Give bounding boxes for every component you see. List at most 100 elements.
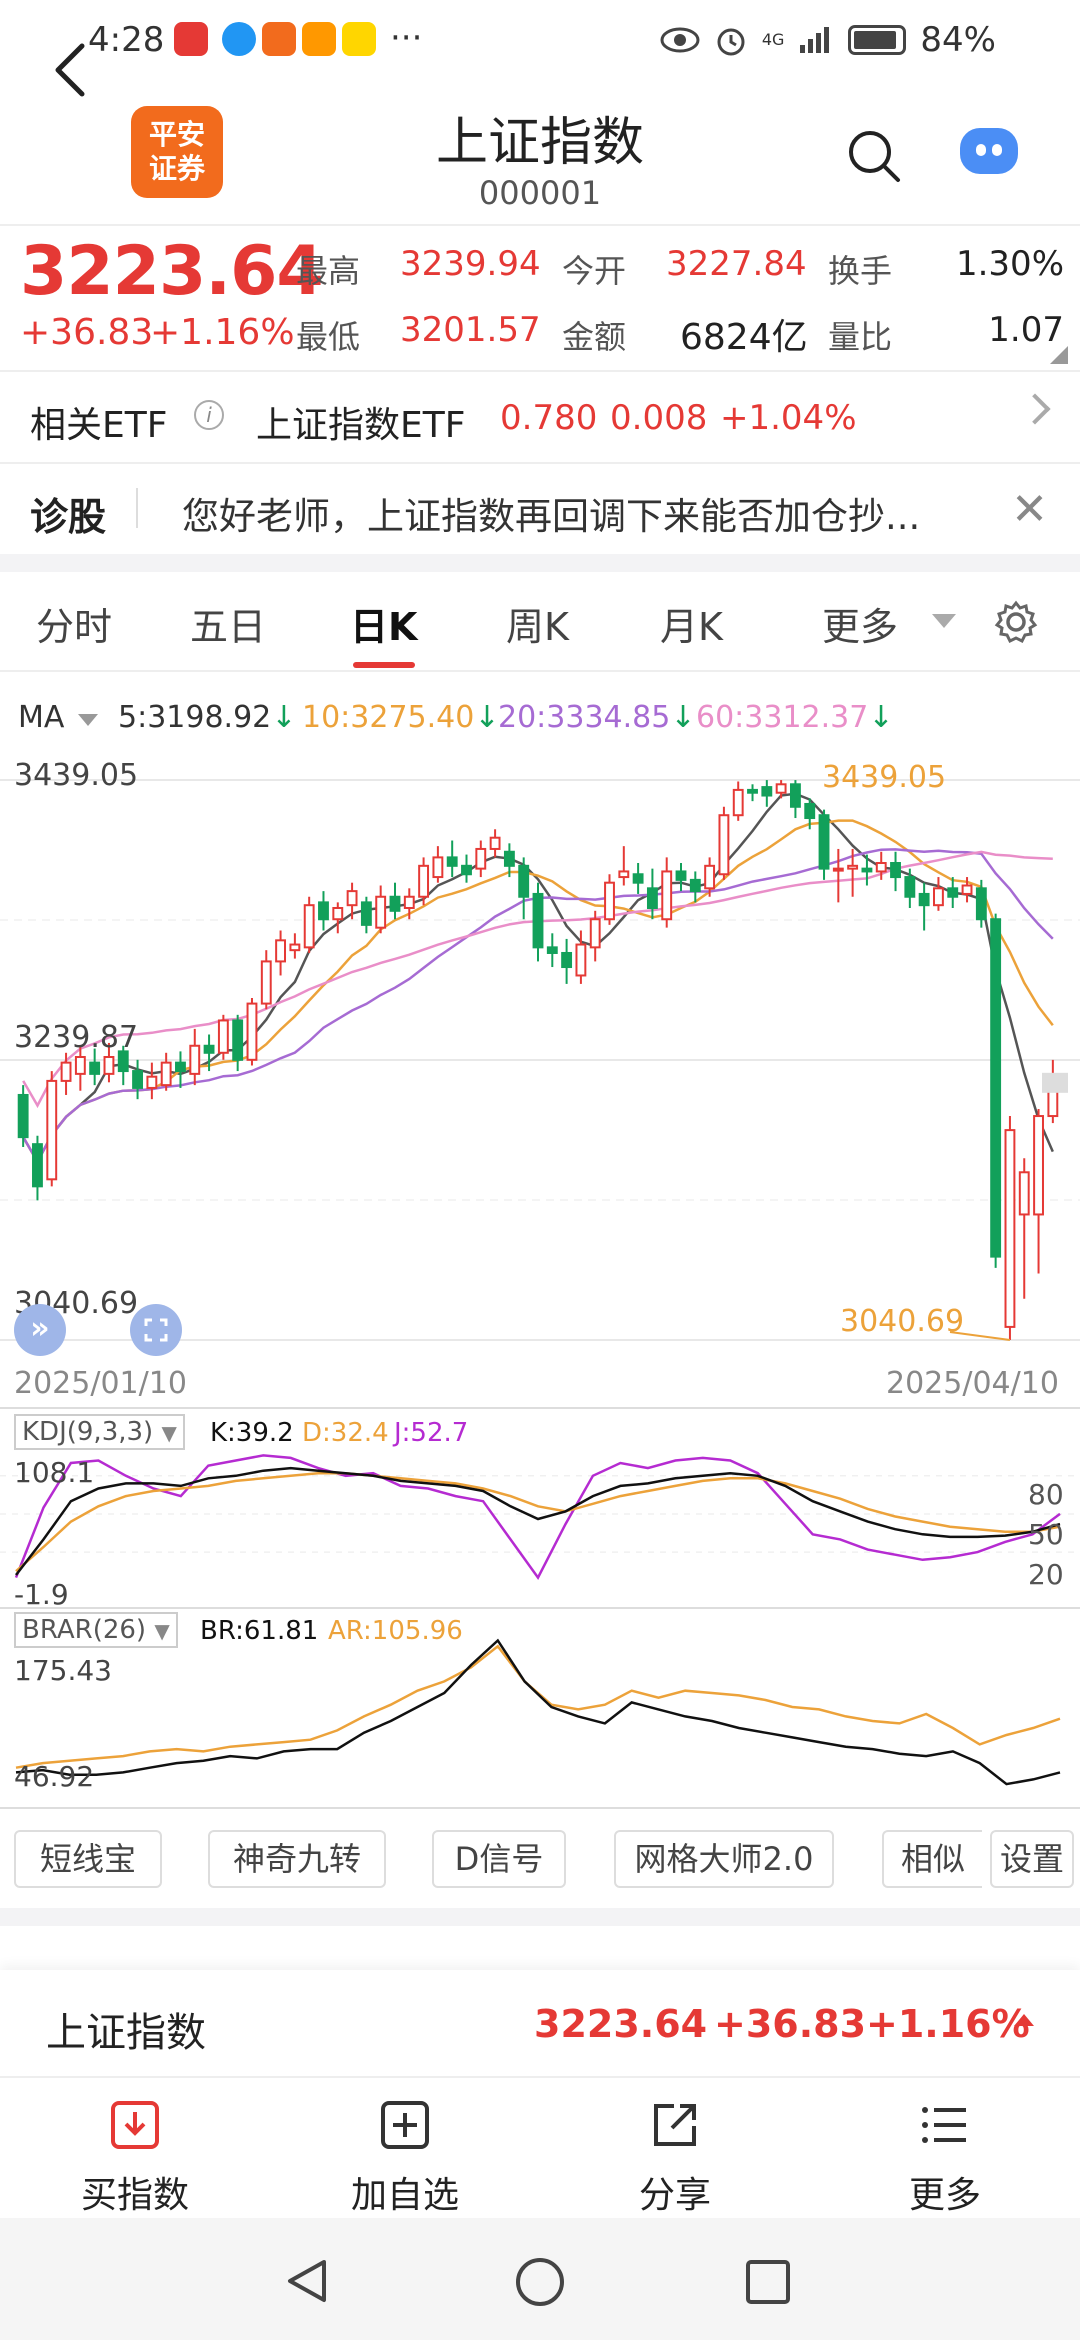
turnover-label: 换手	[828, 252, 893, 290]
tab-monthly-k[interactable]: 月K	[660, 605, 723, 649]
kdj-bottom-label: -1.9	[14, 1578, 69, 1611]
close-icon[interactable]: ✕	[1011, 484, 1048, 535]
fast-forward-icon[interactable]: »	[14, 1304, 66, 1356]
nav-home-icon[interactable]	[514, 2256, 566, 2308]
status-bar: 4:28 ··· 4G 84%	[0, 0, 1080, 84]
tool-grid-master[interactable]: 网格大师2.0	[614, 1830, 834, 1888]
tool-d-signal[interactable]: D信号	[432, 1830, 566, 1888]
candle-body	[117, 1050, 129, 1073]
network-type: 4G	[761, 30, 785, 49]
tab-more[interactable]: 更多	[822, 605, 899, 649]
turnover-value: 1.30%	[955, 244, 1064, 284]
candle-body	[375, 895, 387, 929]
candle-body	[675, 870, 687, 881]
logo-line2: 证券	[148, 152, 205, 185]
candle-body	[503, 850, 515, 867]
tool-similar[interactable]: 相似	[882, 1830, 982, 1888]
diagnosis-row[interactable]: 诊股 您好老师，上证指数再回调下来能否加仓抄... ✕	[0, 462, 1080, 554]
ai-assistant-icon[interactable]	[960, 128, 1018, 174]
tab-weekly-k[interactable]: 周K	[506, 605, 569, 649]
candle-body	[875, 862, 887, 873]
ma10-value: 10:3275.40	[302, 700, 475, 735]
candle-body	[189, 1044, 201, 1075]
brar-selector[interactable]: BRAR(26) ▼	[14, 1612, 178, 1648]
tool-short-line[interactable]: 短线宝	[14, 1830, 162, 1888]
tool-magic-nine[interactable]: 神奇九转	[208, 1830, 386, 1888]
alarm-icon	[717, 28, 745, 56]
candle-body	[175, 1061, 186, 1073]
kdj-j: J:52.7	[394, 1418, 469, 1448]
tab-intraday[interactable]: 分时	[36, 605, 113, 649]
candle-body	[904, 876, 916, 898]
nav-back-icon[interactable]	[282, 2256, 332, 2306]
share-label: 分享	[638, 2175, 711, 2216]
share-icon	[654, 2104, 696, 2146]
gear-icon[interactable]	[994, 600, 1038, 644]
candle-body	[17, 1093, 29, 1139]
ma5-legend: 5:3198.92↓	[118, 700, 296, 735]
candle-body	[632, 873, 644, 884]
candle-body	[1018, 1171, 1030, 1216]
more-notifications-icon: ···	[390, 18, 423, 58]
amount-value: 6824亿	[680, 317, 808, 358]
candle-body	[160, 1061, 172, 1087]
ma-label[interactable]: MA	[18, 700, 65, 735]
tab-five-day[interactable]: 五日	[190, 605, 267, 649]
info-icon[interactable]: i	[194, 400, 224, 430]
up-arrow-icon	[1014, 2014, 1034, 2026]
dropdown-icon: ▼	[161, 1421, 177, 1445]
diagnosis-message[interactable]: 您好老师，上证指数再回调下来能否加仓抄...	[182, 495, 921, 538]
candle-body	[332, 906, 344, 921]
dropdown-icon[interactable]	[932, 614, 956, 628]
share-button[interactable]: 分享	[540, 2078, 810, 2220]
back-icon[interactable]	[50, 40, 90, 100]
nav-recents-icon[interactable]	[744, 2258, 792, 2306]
chevron-right-icon[interactable]	[1019, 393, 1051, 425]
candle-body	[704, 864, 716, 890]
signal-icon	[800, 27, 830, 53]
candle-body	[346, 890, 358, 907]
candle-body	[1004, 1129, 1016, 1328]
candle-body	[933, 887, 944, 907]
status-right: 4G 84%	[660, 20, 996, 60]
low-marker-line	[949, 1331, 1011, 1341]
ma5-value: 5:3198.92	[118, 700, 272, 735]
low-label: 最低	[296, 318, 361, 356]
candle-body	[732, 788, 744, 817]
bottom-quote-price: 3223.64	[534, 2002, 708, 2046]
etf-name: 上证指数ETF	[256, 405, 466, 446]
brar-bottom-label: 46.92	[14, 1760, 95, 1793]
search-icon[interactable]	[846, 128, 902, 184]
tab-daily-k[interactable]: 日K	[350, 605, 418, 649]
add-watchlist-label: 加自选	[350, 2175, 459, 2216]
kdj-selector[interactable]: KDJ(9,3,3) ▼	[14, 1414, 185, 1450]
related-etf-row[interactable]: 相关ETF i 上证指数ETF 0.780 0.008 +1.04%	[0, 372, 1080, 462]
page-title: 上证指数	[435, 113, 644, 173]
bottom-quote-bar[interactable]: 上证指数 3223.64 +36.83 +1.16%	[0, 1970, 1080, 2076]
candle-body	[203, 1044, 215, 1054]
current-price-marker	[1042, 1072, 1068, 1093]
brar-top-label: 175.43	[14, 1654, 112, 1687]
kdj-k-line	[15, 1466, 1061, 1576]
etf-label: 相关ETF	[30, 405, 168, 446]
buy-index-button[interactable]: 买指数	[0, 2078, 270, 2220]
battery-icon	[848, 25, 907, 55]
y-mid-label: 3239.87	[14, 1020, 139, 1055]
price-change: +36.83	[20, 312, 154, 353]
candle-body	[589, 918, 601, 949]
tool-settings[interactable]: 设置	[990, 1830, 1074, 1888]
expand-corner-icon[interactable]	[1050, 346, 1068, 364]
down-arrow-icon: ↓	[271, 700, 297, 735]
ma-dropdown-icon[interactable]	[78, 714, 98, 726]
kdj-k: K:39.2	[210, 1418, 294, 1448]
plus-box-icon	[381, 2101, 429, 2149]
kline-chart[interactable]	[0, 740, 1080, 1820]
divider	[0, 462, 1080, 464]
bottom-quote-change: +36.83	[714, 2002, 867, 2046]
add-watchlist-button[interactable]: 加自选	[270, 2078, 540, 2220]
candle-body	[646, 887, 658, 909]
kdj-top-label: 108.1	[14, 1456, 95, 1489]
fullscreen-icon[interactable]	[130, 1304, 182, 1356]
more-button[interactable]: 更多	[810, 2078, 1080, 2220]
kdj-level-80: 80	[1028, 1478, 1064, 1511]
